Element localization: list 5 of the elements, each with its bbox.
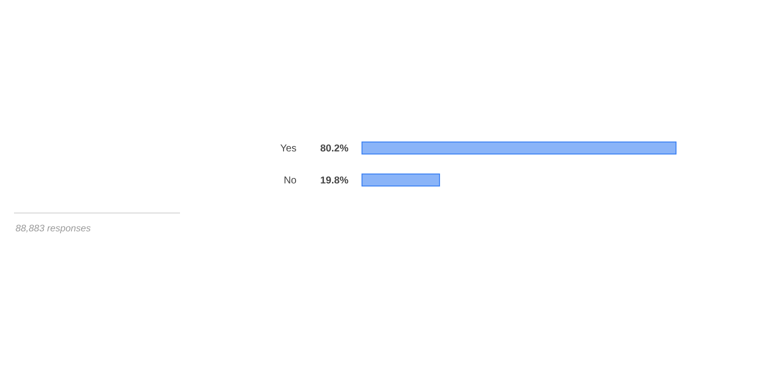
y-tick-label: No (284, 176, 296, 184)
data-label: 19.8% (320, 176, 348, 184)
y-tick-label: Yes (280, 144, 296, 152)
text: 88,883 responses (16, 224, 91, 234)
data-label: 80.2% (320, 144, 348, 152)
